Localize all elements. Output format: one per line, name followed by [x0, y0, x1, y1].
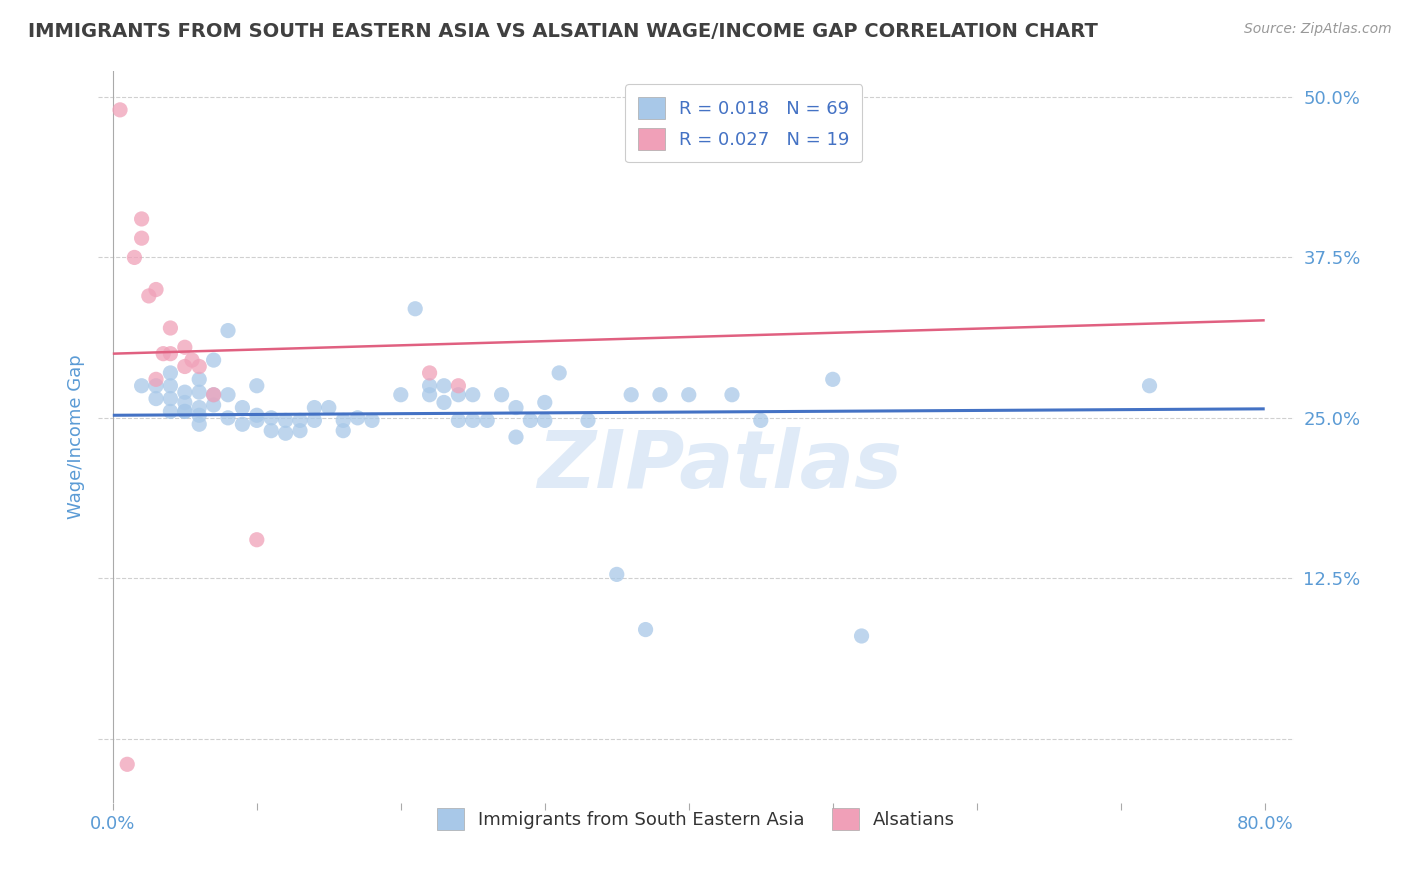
- Point: [124, 251, 146, 265]
- Point: [188, 385, 211, 400]
- Point: [447, 413, 470, 427]
- Point: [152, 346, 174, 360]
- Legend: Immigrants from South Eastern Asia, Alsatians: Immigrants from South Eastern Asia, Alsa…: [429, 801, 963, 838]
- Point: [260, 424, 283, 438]
- Point: [131, 378, 153, 392]
- Point: [188, 417, 211, 432]
- Point: [159, 366, 181, 380]
- Text: ZIPatlas: ZIPatlas: [537, 427, 903, 506]
- Point: [159, 346, 181, 360]
- Point: [188, 409, 211, 423]
- Point: [246, 378, 269, 392]
- Point: [138, 289, 160, 303]
- Point: [332, 424, 354, 438]
- Point: [288, 424, 311, 438]
- Point: [188, 359, 211, 374]
- Point: [419, 366, 441, 380]
- Point: [620, 388, 643, 402]
- Point: [159, 404, 181, 418]
- Point: [678, 388, 700, 402]
- Point: [721, 388, 744, 402]
- Point: [461, 413, 484, 427]
- Point: [274, 413, 297, 427]
- Point: [304, 401, 326, 415]
- Point: [304, 413, 326, 427]
- Point: [433, 378, 456, 392]
- Point: [447, 388, 470, 402]
- Point: [217, 324, 239, 338]
- Point: [159, 378, 181, 392]
- Point: [505, 430, 527, 444]
- Point: [202, 388, 225, 402]
- Point: [519, 413, 541, 427]
- Point: [821, 372, 844, 386]
- Point: [145, 378, 167, 392]
- Text: IMMIGRANTS FROM SOUTH EASTERN ASIA VS ALSATIAN WAGE/INCOME GAP CORRELATION CHART: IMMIGRANTS FROM SOUTH EASTERN ASIA VS AL…: [28, 22, 1098, 41]
- Point: [188, 372, 211, 386]
- Point: [419, 388, 441, 402]
- Point: [404, 301, 426, 316]
- Point: [548, 366, 571, 380]
- Point: [433, 395, 456, 409]
- Point: [131, 231, 153, 245]
- Point: [173, 395, 195, 409]
- Point: [491, 388, 513, 402]
- Point: [361, 413, 384, 427]
- Point: [173, 340, 195, 354]
- Y-axis label: Wage/Income Gap: Wage/Income Gap: [66, 355, 84, 519]
- Point: [231, 417, 253, 432]
- Point: [202, 388, 225, 402]
- Point: [159, 392, 181, 406]
- Point: [288, 413, 311, 427]
- Point: [246, 413, 269, 427]
- Point: [419, 378, 441, 392]
- Point: [447, 378, 470, 392]
- Text: Source: ZipAtlas.com: Source: ZipAtlas.com: [1244, 22, 1392, 37]
- Point: [576, 413, 599, 427]
- Point: [145, 392, 167, 406]
- Point: [318, 401, 340, 415]
- Point: [274, 426, 297, 441]
- Point: [217, 388, 239, 402]
- Point: [260, 410, 283, 425]
- Point: [851, 629, 873, 643]
- Point: [159, 321, 181, 335]
- Point: [202, 353, 225, 368]
- Point: [1139, 378, 1161, 392]
- Point: [606, 567, 628, 582]
- Point: [505, 401, 527, 415]
- Point: [131, 211, 153, 226]
- Point: [332, 413, 354, 427]
- Point: [246, 533, 269, 547]
- Point: [246, 409, 269, 423]
- Point: [477, 413, 499, 427]
- Point: [173, 404, 195, 418]
- Point: [145, 283, 167, 297]
- Point: [173, 385, 195, 400]
- Point: [461, 388, 484, 402]
- Point: [108, 103, 131, 117]
- Point: [648, 388, 671, 402]
- Point: [115, 757, 138, 772]
- Point: [217, 410, 239, 425]
- Point: [533, 395, 555, 409]
- Point: [202, 398, 225, 412]
- Point: [749, 413, 772, 427]
- Point: [634, 623, 657, 637]
- Point: [188, 401, 211, 415]
- Point: [145, 372, 167, 386]
- Point: [231, 401, 253, 415]
- Point: [173, 404, 195, 418]
- Point: [389, 388, 412, 402]
- Point: [173, 359, 195, 374]
- Point: [346, 410, 368, 425]
- Point: [181, 353, 204, 368]
- Point: [533, 413, 555, 427]
